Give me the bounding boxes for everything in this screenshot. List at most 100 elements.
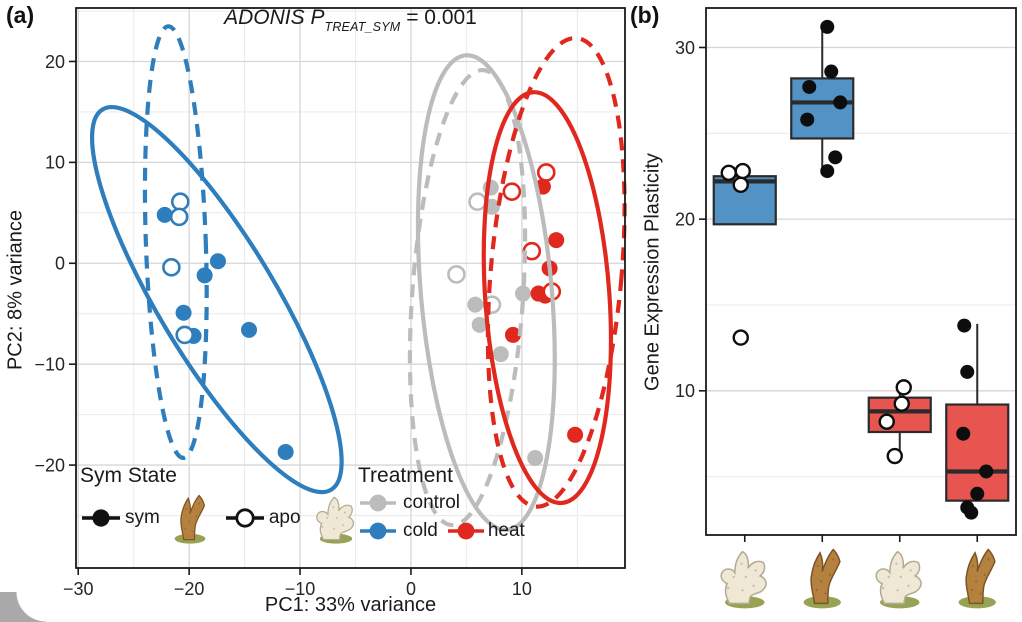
- x-tick-label: −30: [63, 579, 94, 599]
- plasticity-axis-title: Gene Expression Plasticity: [641, 153, 664, 391]
- x-tick-label: −10: [285, 579, 316, 599]
- panel-a-title: ADONIS PTREAT_SYM = 0.001: [76, 6, 625, 34]
- coral-apo-icon: [303, 491, 369, 545]
- treatment-control-row: control: [358, 491, 525, 515]
- x-tick-label: −20: [174, 579, 205, 599]
- heat-legend-label: heat: [487, 520, 525, 541]
- y-tick-label: 30: [675, 38, 695, 58]
- ellipse-cold-dashed: [142, 24, 209, 460]
- plasticity-point: [720, 164, 737, 181]
- ellipse-control-dashed: [407, 67, 528, 528]
- coral-apo-image: [315, 496, 354, 544]
- treatment-legend-title: Treatment: [358, 464, 453, 487]
- plasticity-point: [820, 164, 835, 179]
- pca-point: [502, 182, 522, 201]
- pca-point: [548, 232, 565, 249]
- heat-key-icon: [447, 522, 484, 540]
- ellipse-control-solid: [415, 53, 557, 532]
- pca-point: [471, 316, 488, 333]
- cold-legend-label: cold: [403, 520, 438, 541]
- panel-b-label: (b): [630, 2, 660, 28]
- pca-point: [170, 192, 190, 212]
- pca-point: [447, 265, 466, 284]
- pca-point: [156, 206, 173, 223]
- pca-point: [175, 304, 192, 321]
- pca-point: [468, 192, 487, 212]
- pca-point: [504, 326, 521, 343]
- pca-point: [527, 450, 544, 467]
- plasticity-point: [828, 150, 843, 165]
- adonis-label: ADONIS P: [224, 6, 325, 29]
- pca-point: [492, 346, 509, 363]
- pca-point: [169, 207, 189, 227]
- pc2-axis-title: PC2: 8% variance: [4, 209, 27, 371]
- pca-point: [241, 321, 258, 338]
- coral-apo-icon: [875, 550, 922, 609]
- plasticity-point: [878, 413, 895, 430]
- panel-a-label: (a): [6, 2, 35, 28]
- y-tick-label: 10: [675, 381, 695, 401]
- sym-state-legend: Sym State sym apo: [80, 464, 369, 545]
- sym-state-legend-title: Sym State: [80, 464, 177, 487]
- sym-legend-label: sym: [125, 507, 160, 528]
- coral-sym-icon: [803, 548, 841, 609]
- boxplot-apo-heat: [867, 379, 932, 465]
- plasticity-point: [820, 19, 835, 34]
- adonis-value: = 0.001: [400, 6, 477, 29]
- coral-sym-icon: [162, 491, 218, 545]
- treatment-coldheat-row: cold heat: [358, 519, 525, 543]
- panel-a-axes: −30 −20 −10 0 10 20 10 0 −10 −20: [34, 7, 626, 599]
- plasticity-point: [734, 162, 751, 180]
- coral-apo-icon: [720, 550, 767, 609]
- boxplot-layer: [712, 19, 1010, 520]
- plasticity-point: [970, 486, 985, 501]
- treatment-legend: Treatment control cold heat: [358, 464, 525, 543]
- plasticity-point: [732, 176, 749, 194]
- x-tick-label: 0: [406, 579, 416, 599]
- plasticity-point: [895, 379, 912, 396]
- control-legend-label: control: [403, 492, 461, 513]
- pca-point: [467, 296, 484, 313]
- plasticity-point: [886, 447, 903, 465]
- pca-series-apo-cold: [162, 192, 194, 345]
- pca-point: [175, 325, 194, 345]
- ellipse-heat-dashed: [485, 35, 627, 509]
- pca-point: [209, 253, 226, 270]
- pca-series-sym-heat: [504, 178, 584, 443]
- coral-sym-image: [174, 494, 206, 544]
- adonis-subscript: TREAT_SYM: [324, 20, 401, 34]
- y-tick-label: −10: [34, 354, 65, 374]
- plasticity-point: [956, 426, 971, 441]
- pca-point: [277, 443, 294, 460]
- x-tick-label: 10: [512, 579, 532, 599]
- pca-point: [536, 163, 556, 182]
- ellipse-cold-solid: [89, 104, 344, 495]
- sym-state-legend-row: sym apo: [80, 491, 369, 545]
- y-tick-label: 10: [45, 153, 65, 173]
- pca-series-sym-cold: [156, 206, 294, 460]
- y-tick-label: 20: [45, 52, 65, 72]
- plasticity-point: [957, 318, 972, 333]
- coral-sym-icon: [958, 548, 996, 609]
- plasticity-point: [960, 364, 975, 379]
- pca-point: [514, 285, 531, 302]
- y-tick-label: −20: [34, 455, 65, 475]
- apo-key-icon: [225, 508, 264, 528]
- control-key-icon: [360, 494, 396, 512]
- panel-b-coral-axis: [720, 548, 996, 609]
- panel-b-axes: 30 20 10: [675, 7, 1017, 542]
- cold-key-icon: [360, 522, 396, 540]
- boxplot-apo-cold: [712, 162, 777, 346]
- plasticity-point: [964, 505, 979, 520]
- pc1-axis-title: PC1: 33% variance: [264, 594, 437, 616]
- boxplot-sym-heat: [945, 318, 1010, 520]
- y-tick-label: 0: [55, 254, 65, 274]
- plasticity-point: [979, 464, 994, 479]
- plasticity-point: [893, 395, 910, 412]
- plasticity-point: [802, 79, 817, 94]
- pca-point: [567, 426, 584, 443]
- boxplot-sym-cold: [790, 19, 855, 179]
- plasticity-point: [833, 95, 848, 110]
